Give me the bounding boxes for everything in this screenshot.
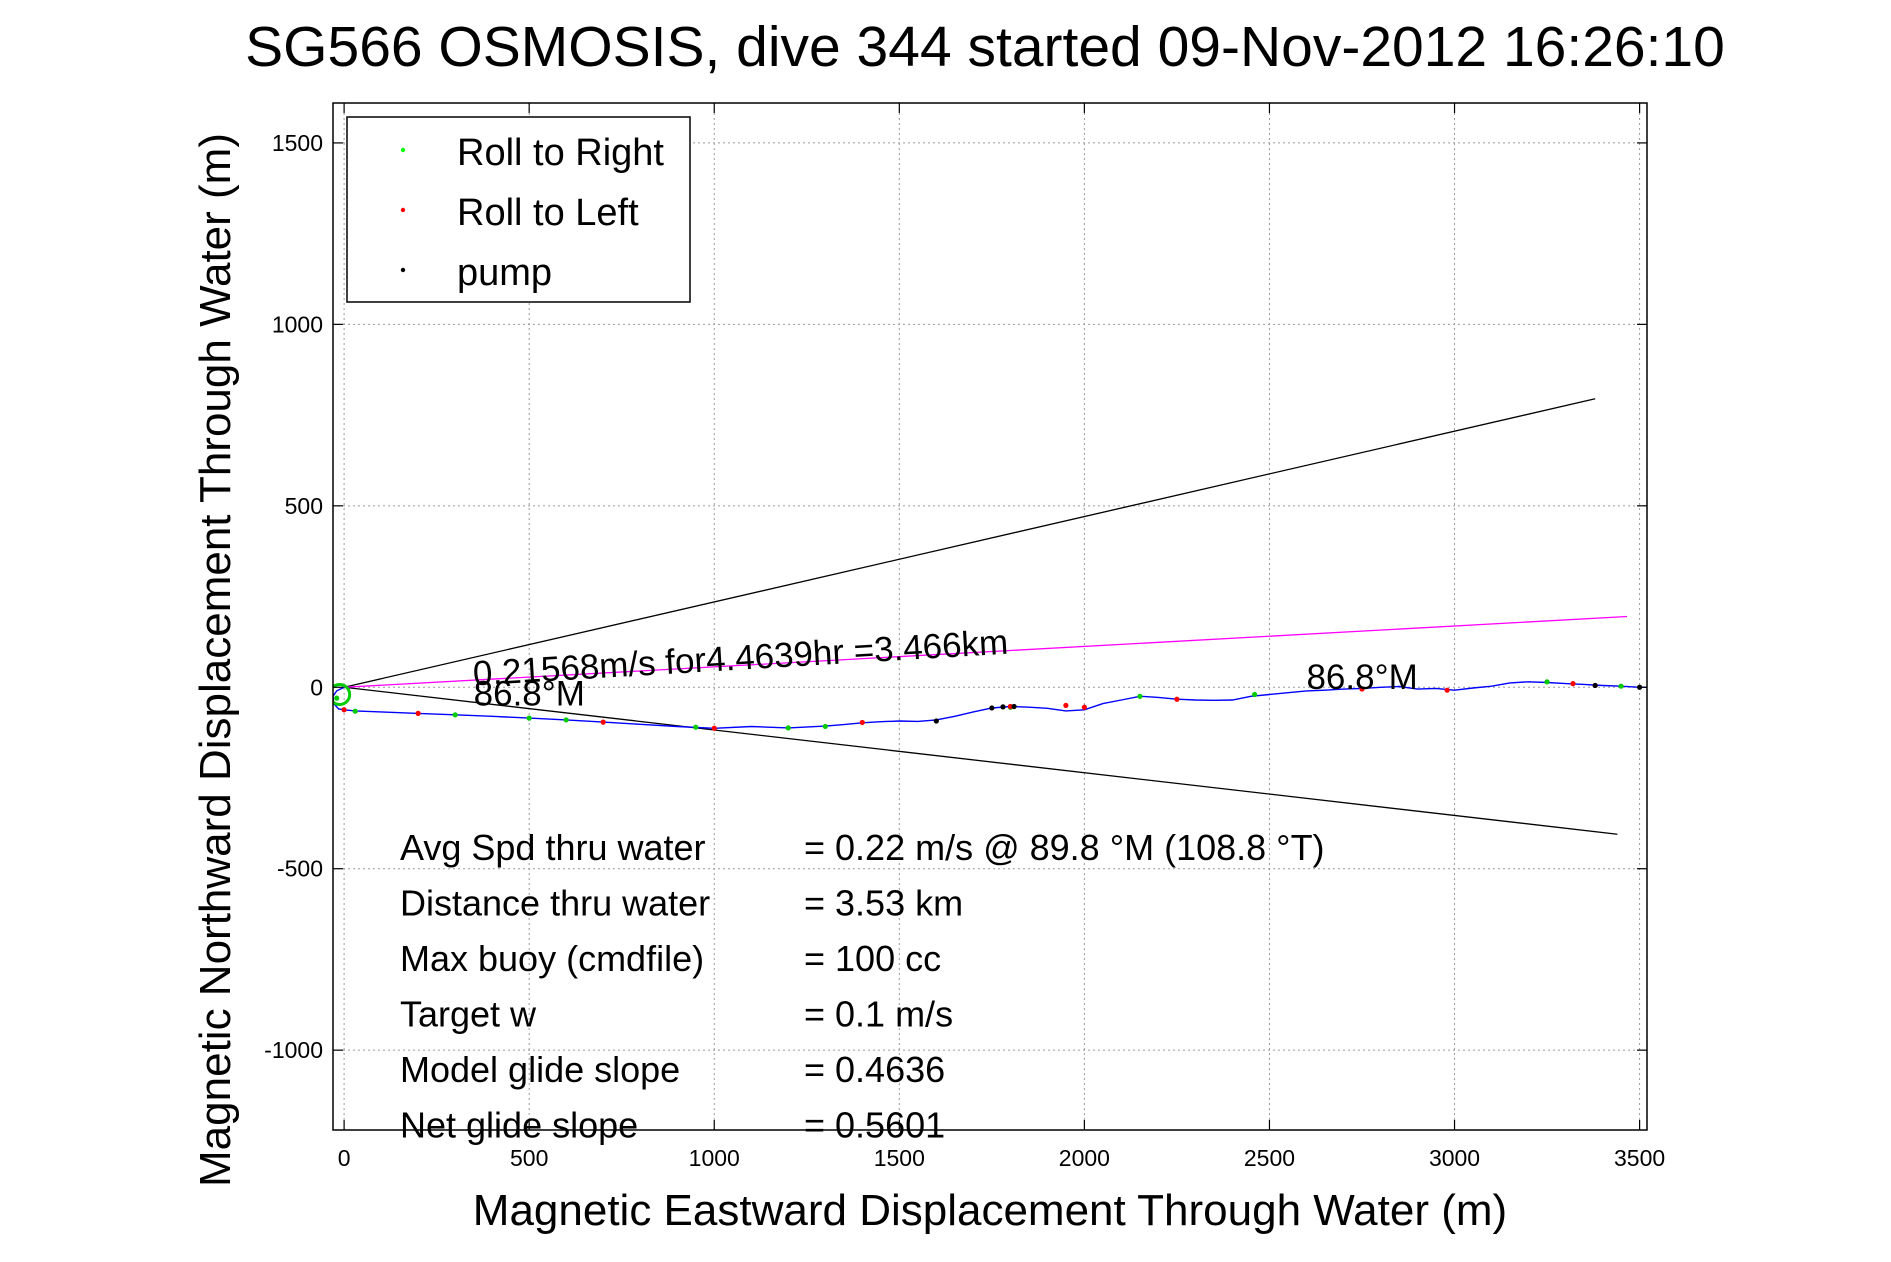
y-tick-label: -500 [277, 856, 323, 882]
chart-title: SG566 OSMOSIS, dive 344 started 09-Nov-2… [245, 15, 1725, 79]
reference-line-2 [344, 615, 1628, 688]
roll-left-marker [711, 725, 717, 731]
roll-right-marker [1137, 693, 1143, 699]
legend: Roll to Right Roll to Left pump [346, 116, 691, 303]
stat-label: Max buoy (cmdfile) [400, 938, 704, 979]
pump-marker [933, 718, 939, 724]
roll-left-marker [1007, 703, 1013, 710]
x-axis-label: Magnetic Eastward Displacement Through W… [473, 1186, 1507, 1235]
reference-line-0 [343, 398, 1596, 688]
roll-right-marker [526, 715, 532, 721]
y-tick-label: -1000 [264, 1037, 323, 1063]
roll-right-marker [1252, 691, 1258, 698]
axes-frame [332, 102, 1648, 1131]
roll-right-marker [334, 695, 340, 701]
x-tick-label: 2000 [1059, 1145, 1110, 1171]
annotation-1: 86.8°M [474, 674, 585, 713]
x-tick-label: 500 [510, 1145, 548, 1171]
stat-label: Distance thru water [400, 883, 710, 924]
annotation-2: 86.8°M [1306, 658, 1417, 697]
start-marker [333, 683, 352, 707]
y-tick-label: 0 [310, 674, 323, 700]
legend-label: Roll to Right [457, 132, 664, 174]
x-tick-label: 1000 [689, 1145, 740, 1171]
y-tick-label: 500 [285, 493, 323, 519]
legend-marker [400, 207, 406, 213]
x-tick-label: 0 [338, 1145, 351, 1171]
roll-left-marker [1063, 702, 1069, 709]
roll-right-marker [785, 725, 791, 731]
roll-left-marker [1570, 681, 1576, 687]
reference-line-1 [344, 686, 1618, 835]
roll-right-marker [352, 708, 358, 714]
stat-value: = 0.22 m/s @ 89.8 °M (108.8 °T) [804, 827, 1325, 868]
legend-marker [400, 267, 406, 273]
x-tick-label: 2500 [1244, 1145, 1295, 1171]
x-tick-label: 1500 [874, 1145, 925, 1171]
roll-left-marker [600, 719, 606, 725]
legend-label: pump [457, 252, 552, 294]
stat-label: Model glide slope [400, 1049, 680, 1090]
y-axis-label: Magnetic Northward Displacement Through … [191, 133, 240, 1187]
grid [333, 103, 1647, 1130]
stat-label: Avg Spd thru water [400, 827, 706, 868]
roll-right-marker [563, 717, 569, 723]
roll-right-marker [452, 712, 458, 718]
roll-right-marker [1544, 679, 1550, 685]
x-tick-label: 3500 [1614, 1145, 1665, 1171]
stat-value: = 3.53 km [804, 883, 963, 924]
roll-right-marker [693, 724, 699, 730]
roll-left-marker [859, 719, 865, 726]
pump-marker [1011, 703, 1017, 710]
stat-value: = 0.5601 [804, 1105, 945, 1146]
roll-left-marker [341, 707, 347, 713]
stat-value: = 0.1 m/s [804, 994, 953, 1035]
y-tick-label: 1500 [272, 130, 323, 156]
axis-ticks: 0 500 1000 1500 2000 2500 3000 3500 -1000 -500 0 50… [264, 103, 1665, 1171]
roll-left-marker [1359, 686, 1365, 692]
pump-marker [1000, 704, 1006, 710]
stat-value: = 100 cc [804, 938, 941, 979]
legend-label: Roll to Left [457, 192, 639, 234]
dive-track-line [333, 681, 1647, 730]
stat-label: Target w [400, 994, 537, 1035]
legend-marker [400, 147, 406, 153]
roll-left-marker [1174, 696, 1180, 702]
pump-marker [989, 705, 995, 711]
roll-right-marker [1618, 683, 1624, 689]
roll-left-marker [415, 710, 421, 716]
dive-stats: Avg Spd thru water = 0.22 m/s @ 89.8 °M (… [400, 827, 1325, 1146]
roll-right-marker [822, 723, 828, 730]
roll-left-marker [1081, 704, 1087, 710]
y-tick-label: 1000 [272, 311, 323, 337]
roll-left-marker [1444, 687, 1450, 693]
stat-value: = 0.4636 [804, 1049, 945, 1090]
pump-marker [1592, 682, 1598, 689]
stat-label: Net glide slope [400, 1105, 638, 1146]
x-tick-label: 3000 [1429, 1145, 1480, 1171]
